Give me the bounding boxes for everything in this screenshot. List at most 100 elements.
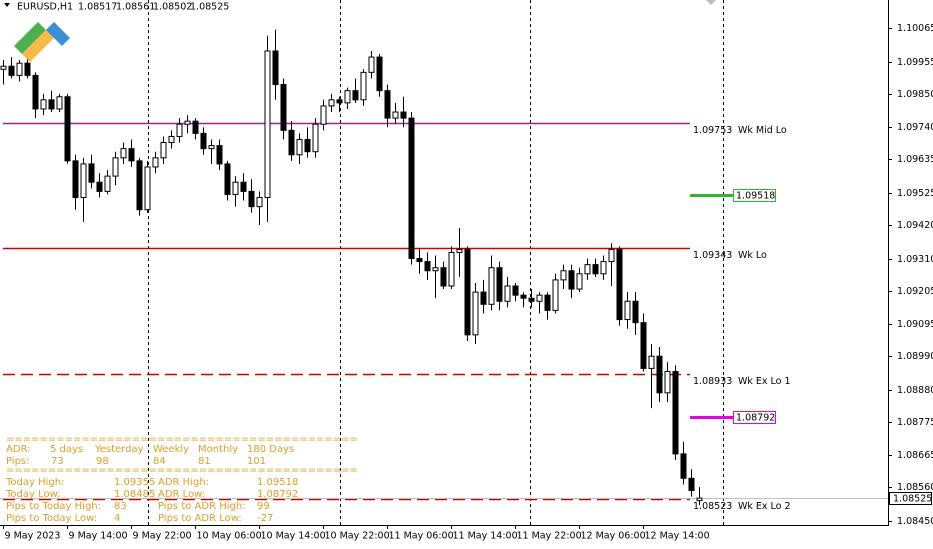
pips-value: 81 xyxy=(198,456,211,467)
shift-marker[interactable] xyxy=(706,0,716,5)
candle-body xyxy=(40,99,47,110)
candle-body xyxy=(344,90,351,104)
candle-body xyxy=(64,96,71,162)
candle-body xyxy=(296,138,303,156)
pips-value: 73 xyxy=(51,456,64,467)
logo-green xyxy=(14,22,46,54)
logo xyxy=(14,22,70,62)
candle-body xyxy=(600,261,607,275)
panel-separator: ========================================… xyxy=(6,465,358,476)
candle-body xyxy=(32,74,39,110)
candle-body xyxy=(640,322,647,369)
candle-body xyxy=(496,267,503,302)
y-tick-label: 1.09095 xyxy=(897,319,933,330)
adr-head: 5 days xyxy=(50,444,83,455)
candle-body xyxy=(232,181,239,195)
candle-body xyxy=(560,270,567,281)
row-label: Pips to ADR High: xyxy=(158,501,246,512)
x-tick-label: 12 May 06:00 xyxy=(581,531,646,542)
panel-separator: ========================================… xyxy=(6,434,358,445)
candle-body xyxy=(96,181,103,192)
row-label: Today High: xyxy=(5,477,64,488)
info-panel: ========================================… xyxy=(5,434,358,524)
x-tick-label: 11 May 22:00 xyxy=(517,531,582,542)
candle-body xyxy=(136,160,143,211)
candle-body xyxy=(304,138,311,153)
candle-body xyxy=(208,145,215,150)
candle-body xyxy=(552,279,559,311)
candle-body xyxy=(408,117,415,260)
candle-body xyxy=(56,96,63,110)
y-tick-label: 1.09310 xyxy=(897,254,933,265)
candle-body xyxy=(288,129,295,156)
pips-value: 98 xyxy=(96,456,109,467)
candle-body xyxy=(256,196,263,208)
candle-body xyxy=(48,99,55,110)
candle-body xyxy=(392,111,399,119)
row-label: Pips to ADR Low: xyxy=(158,513,242,524)
row-label: Pips to Today Low: xyxy=(6,513,97,524)
x-tick-label: 10 May 06:00 xyxy=(197,531,262,542)
candle-body xyxy=(376,56,383,92)
x-tick-label: 12 May 14:00 xyxy=(645,531,710,542)
menu-arrow[interactable] xyxy=(4,3,10,7)
row-value: 99 xyxy=(257,501,270,512)
candle-body xyxy=(400,111,407,119)
candle-body xyxy=(608,248,615,263)
y-tick-label: 1.08775 xyxy=(897,417,933,428)
row-label: ADR High: xyxy=(158,477,209,488)
candle-body xyxy=(152,157,159,168)
candle-body xyxy=(128,148,135,162)
row-label: ADR Low: xyxy=(158,489,205,500)
candle-body xyxy=(528,297,535,302)
candle-body xyxy=(456,248,463,253)
row-value: 1.08792 xyxy=(257,489,298,500)
x-tick-label: 9 May 14:00 xyxy=(69,531,128,542)
candle-body xyxy=(416,258,423,263)
candle-body xyxy=(240,181,247,192)
candle-body xyxy=(120,148,127,159)
candle-body xyxy=(360,71,367,101)
candle-body xyxy=(384,90,391,119)
candle-body xyxy=(432,267,439,272)
candle-body xyxy=(280,84,287,131)
candle-body xyxy=(592,264,599,275)
y-tick-label: 1.08665 xyxy=(897,450,933,461)
adr-head: Yesterday xyxy=(94,444,144,455)
row-value: 1.09518 xyxy=(257,477,298,488)
candle-body xyxy=(352,90,359,101)
y-tick-label: 1.08880 xyxy=(897,385,933,396)
candle-body xyxy=(464,248,471,336)
candle-body xyxy=(368,56,375,73)
y-tick-label: 1.09635 xyxy=(897,154,933,165)
candle-body xyxy=(0,65,7,70)
x-tick-label: 9 May 2023 xyxy=(5,531,61,542)
adr-head: 180 Days xyxy=(247,444,294,455)
candle-body xyxy=(424,261,431,272)
candle-body xyxy=(328,99,335,107)
candle-body xyxy=(664,370,671,394)
candle-body xyxy=(632,300,639,324)
candle-body xyxy=(320,105,327,125)
candle-body xyxy=(336,99,343,104)
row-value: 1.09355 xyxy=(114,477,155,488)
y-tick-label: 1.09525 xyxy=(897,188,933,199)
candle-body xyxy=(176,123,183,137)
candle-body xyxy=(584,264,591,275)
candle-body xyxy=(8,65,15,76)
x-tick-label: 10 May 22:00 xyxy=(325,531,390,542)
candle-body xyxy=(688,477,695,492)
candle-body xyxy=(144,166,151,211)
candle-body xyxy=(104,175,111,192)
row-value: -27 xyxy=(257,513,273,524)
marker-box xyxy=(733,189,776,202)
candle-body xyxy=(520,294,527,299)
y-tick-label: 1.08990 xyxy=(897,351,933,362)
candle-body xyxy=(112,157,119,177)
y-tick-label: 1.09740 xyxy=(897,122,933,133)
candle-body xyxy=(448,251,455,287)
level-price: 1.09343 xyxy=(693,250,732,261)
x-tick-label: 9 May 22:00 xyxy=(133,531,192,542)
candle-body xyxy=(216,145,223,165)
x-tick-label: 10 May 14:00 xyxy=(261,531,326,542)
